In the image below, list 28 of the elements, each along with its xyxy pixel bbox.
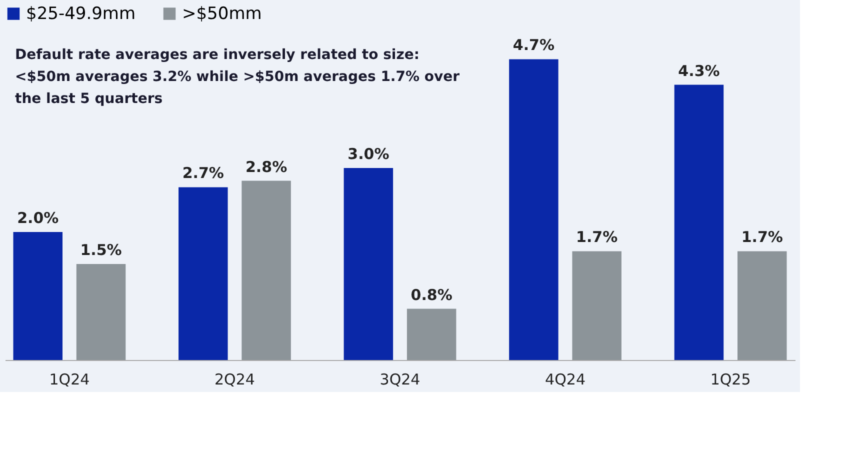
- legend-label: $25-49.9mm: [26, 4, 136, 24]
- legend-label: >$50mm: [182, 4, 262, 24]
- data-label: 2.0%: [17, 209, 59, 227]
- bar: [13, 232, 63, 360]
- bar: [572, 251, 622, 360]
- data-label: 0.8%: [410, 286, 452, 304]
- data-label: 1.7%: [741, 228, 783, 246]
- bar: [76, 264, 126, 360]
- x-tick-label: 1Q24: [49, 370, 90, 388]
- x-tick-label: 3Q24: [380, 370, 420, 388]
- data-label: 2.7%: [182, 164, 224, 182]
- bar: [242, 180, 291, 360]
- bar: [344, 168, 394, 360]
- data-label: 3.0%: [348, 145, 390, 163]
- bar: [674, 84, 724, 360]
- bar: [178, 187, 228, 360]
- data-label: 1.5%: [80, 241, 122, 259]
- x-tick-label: 1Q25: [710, 370, 751, 388]
- bar: [509, 59, 558, 360]
- data-label: 2.8%: [245, 158, 288, 176]
- annotation: Default rate averages are inversely related to size: <$50m averages 3.2% while >$50m averages 1.7% over the last 5 quarters: [15, 47, 460, 107]
- data-label: 1.7%: [576, 228, 618, 246]
- x-tick-label: 4Q24: [545, 370, 586, 388]
- bar: [737, 251, 787, 360]
- x-tick-label: 2Q24: [214, 370, 255, 388]
- data-label: 4.3%: [678, 62, 720, 80]
- bar: [406, 308, 456, 360]
- data-label: 4.7%: [512, 36, 555, 54]
